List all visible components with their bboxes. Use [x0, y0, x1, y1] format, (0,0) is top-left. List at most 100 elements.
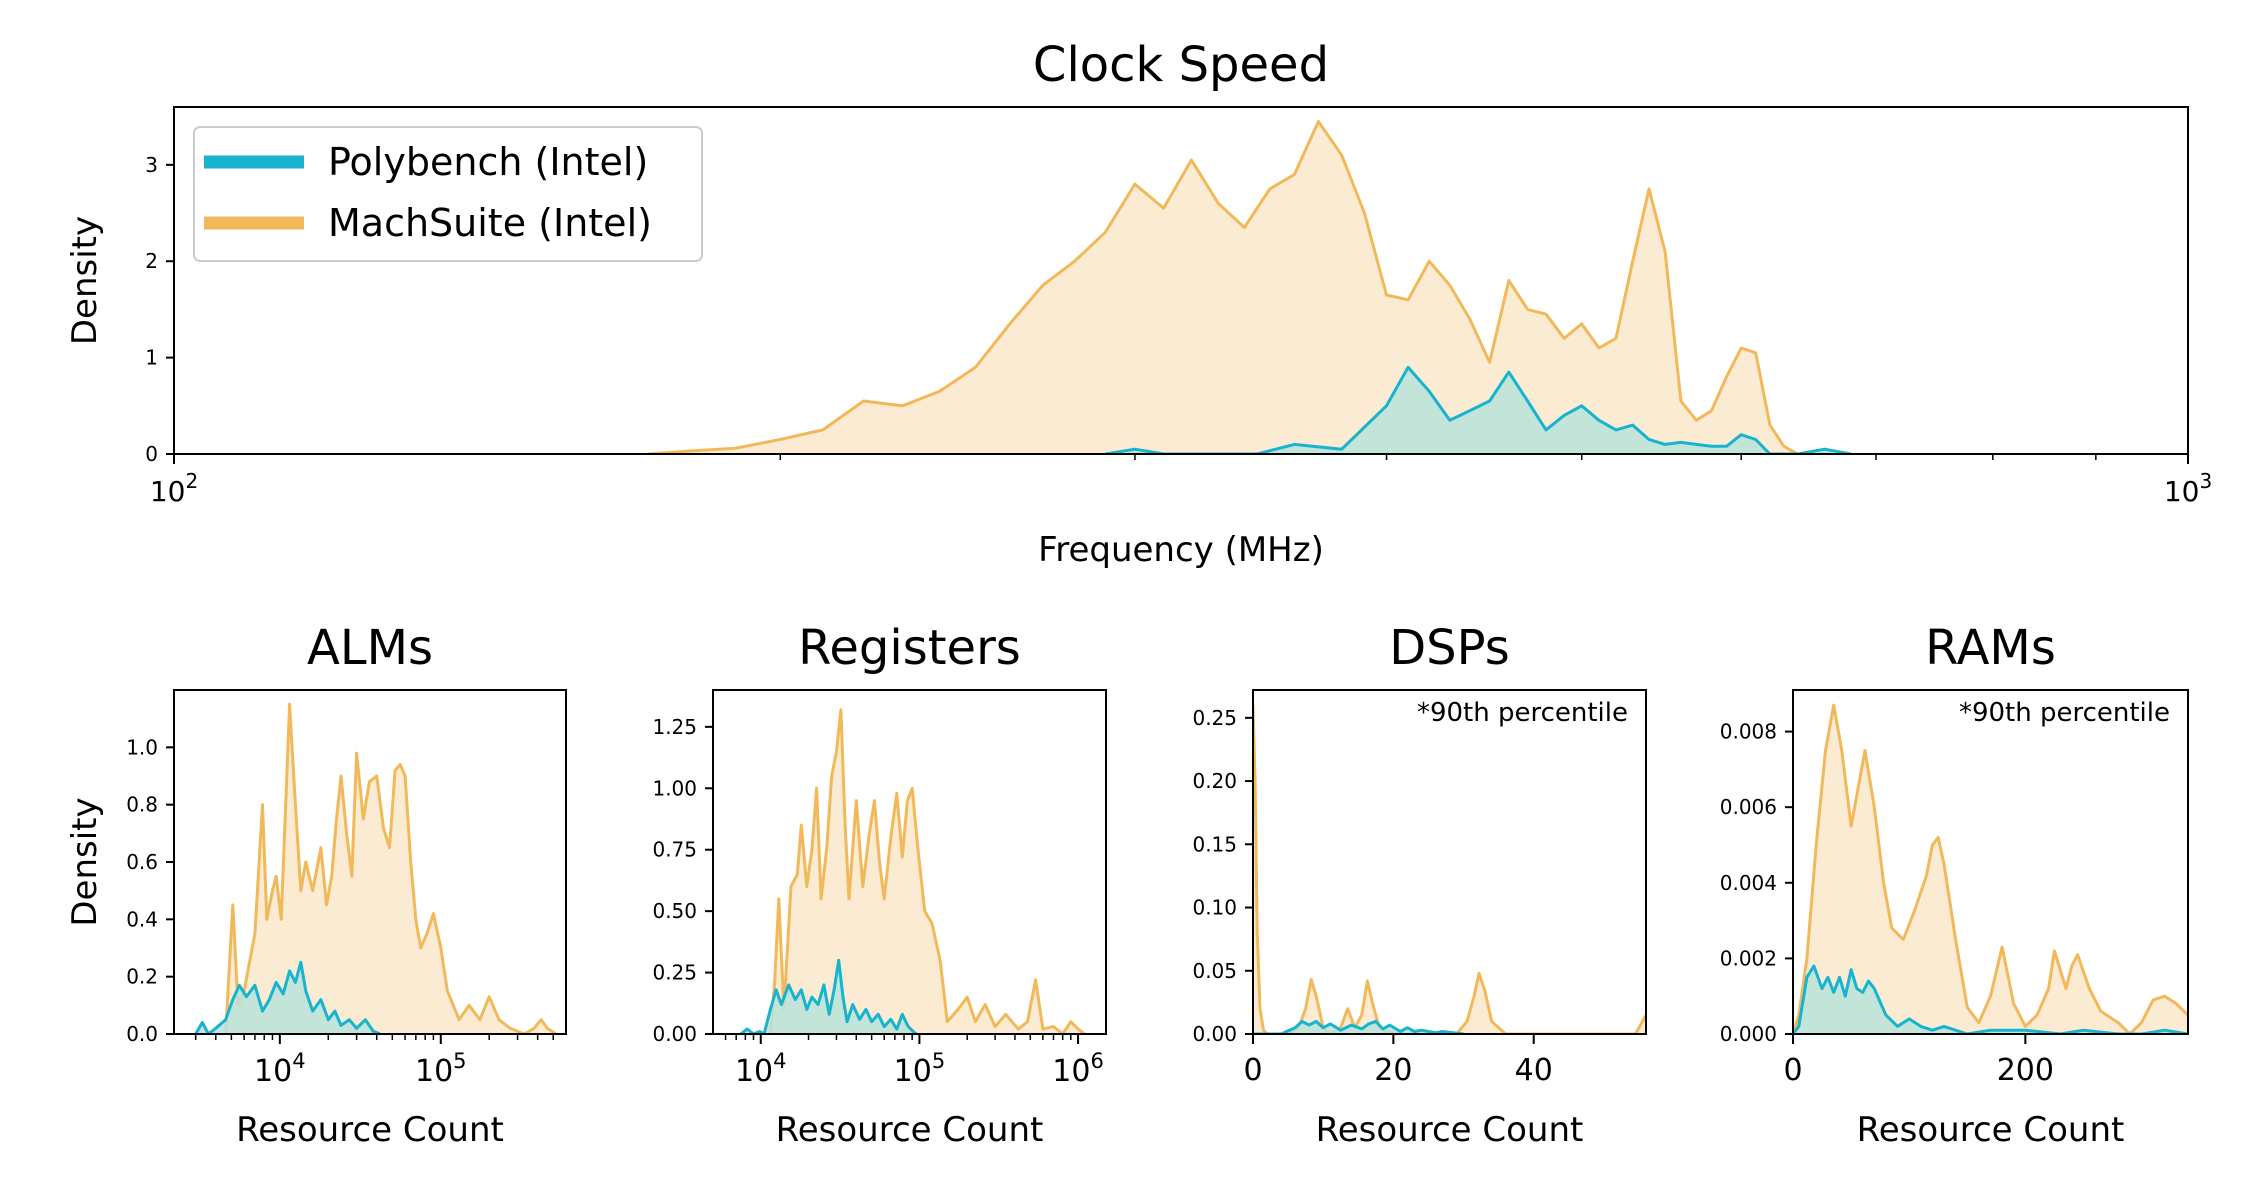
- x-tick-label: 200: [1997, 1053, 2054, 1088]
- x-tick-base: 10: [2164, 475, 2200, 508]
- x-tick-label: 20: [1374, 1053, 1412, 1088]
- series-line-machsuite: [648, 120, 1799, 454]
- legend-box: [193, 126, 703, 262]
- axes-frame: [173, 106, 2189, 455]
- chart-title: ALMs: [307, 620, 433, 676]
- y-tick-label: 1.00: [652, 776, 697, 800]
- series-line-polybench: [1105, 365, 1851, 454]
- series-fill-polybench: [195, 962, 381, 1034]
- x-tick-exp: 6: [1090, 1049, 1103, 1073]
- x-tick-base: 10: [894, 1054, 932, 1089]
- chart-title: RAMs: [1925, 620, 2056, 676]
- annotation-90th-percentile: *90th percentile: [1417, 698, 1628, 728]
- chart-title: Registers: [798, 620, 1021, 676]
- x-tick-base: 10: [735, 1054, 773, 1089]
- x-tick-exp: 2: [185, 469, 198, 493]
- x-tick-label: 0: [1243, 1053, 1262, 1088]
- x-tick-label: 40: [1515, 1053, 1553, 1088]
- x-tick-base: 10: [415, 1054, 453, 1089]
- axes-frame: [1792, 689, 2189, 1035]
- series-fill-polybench: [740, 960, 916, 1034]
- y-tick-label: 0.008: [1720, 720, 1777, 744]
- x-axis-label: Resource Count: [236, 1110, 504, 1150]
- series-line-machsuite: [1253, 705, 1646, 1034]
- panel-alms: ALMs Resource Count Density 0.0 0.2 0.4 0.6 0.8…: [65, 620, 567, 1150]
- series-line-polybench: [1253, 1019, 1464, 1034]
- series-line-polybench: [194, 960, 381, 1034]
- y-tick-label: 0.25: [1192, 706, 1237, 730]
- y-tick-label: 0.00: [652, 1022, 697, 1046]
- axes-frame: [712, 689, 1107, 1035]
- x-tick-label: 102: [150, 469, 198, 508]
- chart-title: Clock Speed: [1033, 37, 1329, 93]
- series-line-machsuite: [768, 708, 1086, 1034]
- y-tick-label: 1.0: [126, 735, 158, 759]
- x-tick-label: 106: [1052, 1049, 1104, 1089]
- legend-label: Polybench (Intel): [328, 140, 648, 184]
- x-tick-exp: 3: [2199, 469, 2212, 493]
- y-tick-label: 0.20: [1192, 769, 1237, 793]
- y-tick-label: 0.50: [652, 899, 697, 923]
- plot-area-dsps: [1253, 705, 1646, 1034]
- chart-title: DSPs: [1389, 620, 1510, 676]
- x-tick-label: 105: [894, 1049, 946, 1089]
- annotation-90th-percentile: *90th percentile: [1959, 698, 2170, 728]
- x-tick-base: 10: [150, 475, 186, 508]
- y-tick-label: 0.15: [1192, 832, 1237, 856]
- series-line-machsuite: [1793, 703, 2188, 1034]
- x-tick-label: 105: [415, 1049, 467, 1089]
- y-tick-label: 0.25: [652, 961, 697, 985]
- legend: Polybench (Intel) MachSuite (Intel): [193, 126, 703, 262]
- x-axis-label: Resource Count: [1316, 1110, 1584, 1150]
- x-tick-label: 103: [2164, 469, 2212, 508]
- series-fill-machsuite: [648, 121, 1798, 454]
- y-tick-label: 0.2: [126, 965, 158, 989]
- plot-area-clock: [648, 120, 1851, 454]
- panel-registers: Registers Resource Count 0.00 0.25 0.50 0.75 1…: [652, 620, 1107, 1150]
- x-tick-label: 0: [1783, 1053, 1802, 1088]
- y-tick-label: 0.6: [126, 850, 158, 874]
- x-tick-exp: 4: [773, 1049, 786, 1073]
- x-tick-exp: 5: [453, 1049, 466, 1073]
- y-tick-label: 0.002: [1720, 946, 1777, 970]
- legend-label: MachSuite (Intel): [328, 201, 652, 245]
- y-axis-label: Density: [65, 216, 105, 345]
- series-fill-polybench: [1105, 367, 1851, 454]
- y-tick-label: 0.00: [1192, 1022, 1237, 1046]
- series-fill-polybench: [1793, 966, 2188, 1034]
- y-tick-label: 1: [145, 346, 158, 370]
- y-tick-label: 0.006: [1720, 795, 1777, 819]
- y-tick-label: 0.0: [126, 1022, 158, 1046]
- x-tick-base: 10: [254, 1054, 292, 1089]
- y-tick-label: 2: [145, 249, 158, 273]
- y-tick-label: 0.05: [1192, 959, 1237, 983]
- y-tick-label: 0.004: [1720, 871, 1777, 895]
- x-axis-label: Resource Count: [1857, 1110, 2125, 1150]
- x-tick-exp: 4: [292, 1049, 305, 1073]
- panel-dsps: DSPs Resource Count 0.00 0.05 0.10 0.15 0.20 0.…: [1192, 620, 1647, 1150]
- y-tick-label: 3: [145, 153, 158, 177]
- y-tick-label: 0.8: [126, 793, 158, 817]
- y-tick-label: 0: [145, 442, 158, 466]
- plot-area-rams: [1793, 703, 2188, 1034]
- series-line-polybench: [1793, 964, 2188, 1034]
- series-fill-machsuite: [1793, 705, 2188, 1034]
- series-line-machsuite: [224, 702, 557, 1034]
- plot-area-registers: [739, 708, 1086, 1034]
- series-line-polybench: [739, 958, 917, 1034]
- x-axis-label: Resource Count: [776, 1110, 1044, 1150]
- x-tick-label: 104: [735, 1049, 787, 1089]
- y-axis-label: Density: [65, 797, 105, 926]
- series-fill-machsuite: [770, 709, 1085, 1034]
- x-tick-exp: 5: [932, 1049, 945, 1073]
- y-tick-label: 0.4: [126, 907, 158, 931]
- axes-frame: [1252, 689, 1647, 1035]
- x-tick-label: 104: [254, 1049, 306, 1089]
- plot-area-alms: [194, 702, 557, 1034]
- series-fill-machsuite: [225, 704, 556, 1034]
- x-axis-label: Frequency (MHz): [1038, 530, 1324, 570]
- y-tick-label: 0.75: [652, 838, 697, 862]
- y-tick-label: 1.25: [652, 715, 697, 739]
